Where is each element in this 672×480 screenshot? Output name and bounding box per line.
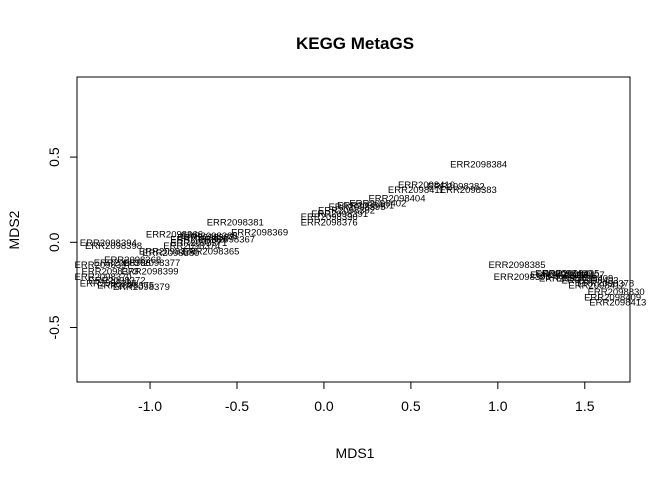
point-label: ERR2098378 xyxy=(139,246,196,257)
point-label: ERR2098370 xyxy=(75,272,132,283)
y-axis-label: MDS2 xyxy=(6,210,22,249)
point-label: ERR2098392 xyxy=(318,205,375,216)
point-label: ERR2098365 xyxy=(182,246,239,257)
x-axis-label: MDS1 xyxy=(336,445,375,461)
y-tick-label: 0.5 xyxy=(46,147,62,167)
point-label: ERR2098378 xyxy=(577,279,634,290)
point-label: ERR2098409 xyxy=(556,274,613,285)
point-label: ERR2098391 xyxy=(311,209,368,220)
point-label: ERR2098369 xyxy=(231,228,288,239)
point-label: ERR2098410 xyxy=(398,180,455,191)
point-label: ERR2098406 xyxy=(530,270,587,281)
y-axis: -0.5 0.0 0.5 xyxy=(46,147,78,340)
point-label: ERR2098397 xyxy=(75,260,132,271)
x-tick-label: 0.5 xyxy=(401,398,421,414)
point-label: ERR2098386 xyxy=(80,279,137,290)
point-label: ERR2098394 xyxy=(80,238,137,249)
point-label: ERR2098396 xyxy=(94,258,151,269)
y-tick-label: 0.0 xyxy=(46,232,62,252)
point-label: ERR2098390 xyxy=(301,212,358,223)
point-label: ERR2098387 xyxy=(177,233,234,244)
x-tick-label: -1.0 xyxy=(138,398,162,414)
x-tick-label: 1.0 xyxy=(488,398,508,414)
x-tick-label: -0.5 xyxy=(225,398,249,414)
point-label: ERR2098382 xyxy=(428,182,485,193)
point-label: ERR2098388 xyxy=(181,231,238,242)
point-label: ERR2098379 xyxy=(113,282,170,293)
point-label: ERR2098385 xyxy=(488,260,545,271)
point-label: ERR2098381 xyxy=(207,217,264,228)
point-label: ERR2098380 xyxy=(142,248,199,259)
point-label: ERR2098401 xyxy=(337,200,394,211)
point-label: ERR2098403 xyxy=(561,275,618,286)
point-labels: ERR2098384 ERR2098383ERR2098382ERR2098410… xyxy=(75,159,647,308)
point-label: ERR2098407 xyxy=(548,270,605,281)
point-label: ERR2098412 xyxy=(568,280,625,291)
point-label: ERR2098372 xyxy=(88,275,145,286)
x-tick-label: 0.0 xyxy=(314,398,334,414)
point-label: ERR2098368 xyxy=(104,255,161,266)
point-label: ERR2098376 xyxy=(301,217,358,228)
point-label: ERR2098384 xyxy=(450,159,507,170)
point-label: ERR2098371 xyxy=(170,238,227,249)
point-label: ERR2098400 xyxy=(535,268,592,279)
point-label: ERR2098367 xyxy=(198,234,255,245)
point-label: ERR2098405 xyxy=(542,268,599,279)
point-label: ERR2098366 xyxy=(146,229,203,240)
x-tick-label: 1.5 xyxy=(575,398,595,414)
point-label: ERR2098409 xyxy=(584,292,641,303)
point-label: ERR2098373 xyxy=(82,267,139,278)
point-label: ERR2098377 xyxy=(123,258,180,269)
point-label: ERR2098411 xyxy=(388,185,444,196)
point-label: ERR2098830 xyxy=(588,287,645,298)
point-label: ERR2098402 xyxy=(349,199,406,210)
point-label: ERR2098398 xyxy=(85,241,142,252)
point-label: ERR2098383 xyxy=(440,185,497,196)
point-label: ERR2098413 xyxy=(589,297,646,308)
point-label: ERR2098399 xyxy=(122,267,179,278)
point-label: ERR2098393 xyxy=(494,272,551,283)
point-label: ERR2098374 xyxy=(163,241,220,252)
point-label: ERR2098389 xyxy=(170,234,227,245)
y-tick-label: -0.5 xyxy=(46,315,62,339)
chart-title: KEGG MetaGS xyxy=(296,34,414,53)
point-label: ERR2098395 xyxy=(328,202,385,213)
point-label: ERR2098404 xyxy=(368,193,425,204)
point-label: ERR2098408 xyxy=(539,274,596,285)
point-label: ERR2098375 xyxy=(97,280,154,291)
x-axis: -1.0 -0.5 0.0 0.5 1.0 1.5 xyxy=(138,381,595,414)
